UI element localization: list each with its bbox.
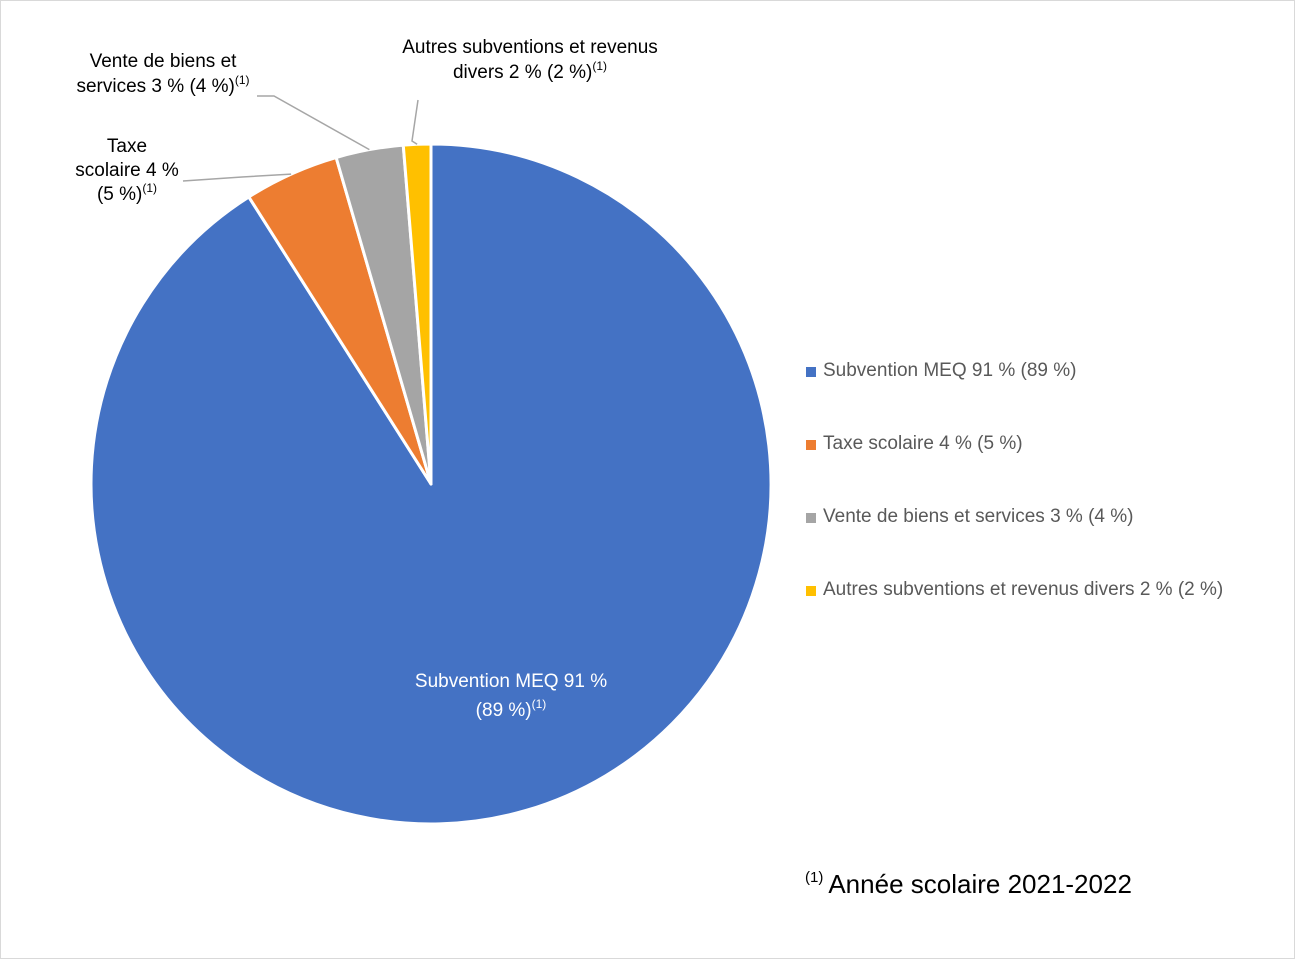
data-label-line: Vente de biens et	[90, 51, 238, 72]
data-label-line: Subvention MEQ 91 %	[415, 671, 607, 692]
footnote-marker: (1)	[142, 181, 157, 195]
pie-slices	[89, 142, 773, 826]
data-labels: Subvention MEQ 91 % (89 %)(1)Taxe scolaire…	[75, 37, 658, 721]
leader-lines	[182, 95, 419, 182]
data-label-line: Autres subventions et revenus	[402, 37, 658, 58]
footnote-marker: (1)	[235, 73, 250, 87]
footnote: (1) Année scolaire 2021-2022	[805, 869, 1132, 899]
legend-swatch	[806, 440, 816, 450]
data-label-vente-de-biens-et-services: Vente de biens et services 3 % (4 %)(1)	[76, 51, 249, 97]
legend-item-subvention-meq: Subvention MEQ 91 % (89 %)	[806, 360, 1076, 381]
legend-label: Vente de biens et services 3 % (4 %)	[823, 506, 1134, 527]
footnote-marker: (1)	[805, 869, 823, 886]
data-label-subvention-meq: Subvention MEQ 91 % (89 %)(1)	[415, 671, 607, 721]
leader-line-taxe-scolaire	[182, 173, 292, 182]
legend-swatch	[806, 367, 816, 377]
data-label-taxe-scolaire: Taxe scolaire 4 % (5 %)(1)	[75, 136, 179, 205]
legend-item-vente-de-biens-et-services: Vente de biens et services 3 % (4 %)	[806, 506, 1134, 527]
data-label-autres-subventions-et-revenus-divers: Autres subventions et revenus divers 2 % …	[402, 37, 658, 83]
footnote-marker: (1)	[592, 59, 607, 73]
data-label-line: scolaire 4 %	[75, 160, 179, 181]
legend-label: Subvention MEQ 91 % (89 %)	[823, 360, 1076, 381]
data-label-line: (89 %)	[476, 700, 532, 721]
footnote-text: Année scolaire 2021-2022	[828, 869, 1132, 899]
leader-line-autres-subventions-et-revenus-divers	[411, 99, 419, 145]
pie-slice-autres-subventions-et-revenus-divers	[401, 142, 433, 486]
legend-swatch	[806, 513, 816, 523]
legend-item-taxe-scolaire: Taxe scolaire 4 % (5 %)	[806, 433, 1023, 454]
data-label-line: (5 %)	[97, 184, 142, 205]
legend-swatch	[806, 586, 816, 596]
legend-label: Taxe scolaire 4 % (5 %)	[823, 433, 1023, 454]
legend-item-autres-subventions-et-revenus-divers: Autres subventions et revenus divers 2 %…	[806, 579, 1223, 600]
legend-label: Autres subventions et revenus divers 2 %…	[823, 579, 1223, 600]
footnote-marker: (1)	[532, 697, 547, 711]
data-label-line: Taxe	[107, 136, 147, 157]
data-label-line: divers 2 % (2 %)	[453, 62, 592, 83]
legend: Subvention MEQ 91 % (89 %) Taxe scolaire …	[806, 360, 1223, 600]
data-label-line: services 3 % (4 %)	[76, 76, 234, 97]
leader-line-vente-de-biens-et-services	[257, 95, 370, 151]
